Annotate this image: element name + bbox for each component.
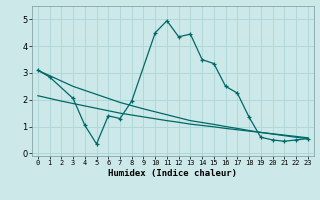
X-axis label: Humidex (Indice chaleur): Humidex (Indice chaleur) [108, 169, 237, 178]
